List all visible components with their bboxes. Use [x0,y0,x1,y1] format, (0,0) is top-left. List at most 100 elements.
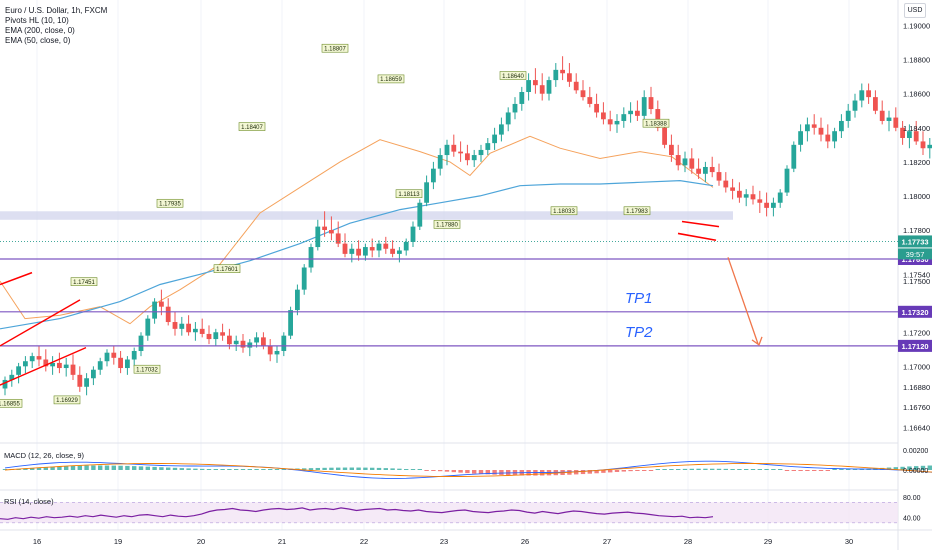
candle [703,161,708,183]
macd-histogram-bar [152,466,157,470]
macd-histogram-bar [179,468,184,470]
candle [301,264,307,295]
pivot-label-box [433,220,461,229]
pivot-label: 1.18807 [324,47,346,53]
candle [519,86,525,111]
ema-lines [0,135,714,330]
currency-button[interactable]: USD [904,3,926,18]
candle-body [417,202,423,227]
candle [308,243,314,273]
time-tick: 26 [521,537,529,546]
candle [322,211,327,237]
macd-histogram-bar [696,468,701,470]
macd-histogram-bar [642,470,647,471]
candle-body [288,310,293,336]
candle-body [57,362,62,369]
pivot-label: 1.18033 [553,209,575,215]
candle [485,138,491,156]
candle [159,289,164,316]
candle-body [356,248,361,256]
candle [784,165,790,196]
indicator-ema50-label[interactable]: EMA (50, close, 0) [5,36,71,45]
price-tick: 1.17540 [903,270,930,279]
candle-body [29,356,35,362]
candle-body [369,247,375,251]
candle-body [36,356,42,360]
pivot-label: 1.16929 [56,398,78,404]
macd-histogram-bar [417,469,422,470]
rsi-tick: 80.00 [903,495,921,502]
candle-body [261,337,266,346]
candle [499,117,504,142]
candle [437,148,443,176]
time-tick: 29 [764,537,772,546]
candle-body [165,306,171,323]
candle [172,311,178,336]
candle [628,102,633,123]
candle-body [23,361,28,367]
pivot-label: 1.18113 [398,192,420,198]
indicator-ema200-label[interactable]: EMA (200, close, 0) [5,26,75,35]
pivot-label-box [0,398,23,408]
candle [9,369,15,387]
candle-body [458,151,463,154]
candle [859,83,865,108]
channel-line-lower [0,346,87,386]
pivot-label-box [238,122,266,131]
candle-body [152,301,157,319]
candle-body [913,131,919,142]
macd-histogram-bar [676,469,681,470]
macd-histogram-bar [132,466,137,470]
candle-body [567,73,572,82]
pivot-label: 1.18407 [241,125,263,131]
macd-histogram-bar [485,470,490,475]
candle [63,357,69,377]
candle-body [635,110,640,116]
candle-body [227,335,232,345]
candle-body [70,364,76,375]
candle-body [825,134,831,142]
candle-body [587,97,593,104]
candle [70,354,76,380]
macd-histogram-bar [125,465,130,470]
candle-body [757,199,763,203]
pivot-label: 1.17983 [626,209,648,215]
indicator-pivots-label[interactable]: Pivots HL (10, 10) [5,16,69,25]
macd-histogram-bar [383,468,388,470]
candle [873,90,878,115]
candle-body [437,155,443,169]
candle [553,63,559,87]
candle-body [832,131,837,142]
macd-histogram-bar [859,468,864,470]
candle-body [709,166,715,173]
macd-histogram-bar [261,469,266,470]
candle-body [730,187,735,191]
candle [383,236,389,254]
candle-body [403,241,409,251]
candle-body [811,124,817,128]
price-tick: 1.17800 [903,226,930,235]
candle-body [607,119,613,125]
candle [295,284,300,316]
macd-histogram-bar [580,470,586,475]
pivot-label: 1.18388 [645,121,667,127]
candle [737,182,742,203]
candle-body [301,267,307,290]
macd-histogram-bar [784,470,790,471]
candle-body [594,103,599,113]
candle-body [526,80,531,93]
candle-body [533,80,538,86]
macd-histogram-bar [240,469,246,470]
candle-body [342,243,348,254]
macd-histogram-bar [744,469,749,470]
candle [179,316,185,336]
symbol-title[interactable]: Euro / U.S. Dollar, 1h, FXCM [5,6,108,15]
candle-body [675,155,681,166]
price-tick: 1.18800 [903,56,930,65]
rsi-label[interactable]: RSI (14, close) [4,497,54,506]
macd-label[interactable]: MACD (12, 26, close, 9) [4,451,85,460]
candle [526,73,531,101]
candle [254,332,259,348]
candle-body [363,247,368,256]
